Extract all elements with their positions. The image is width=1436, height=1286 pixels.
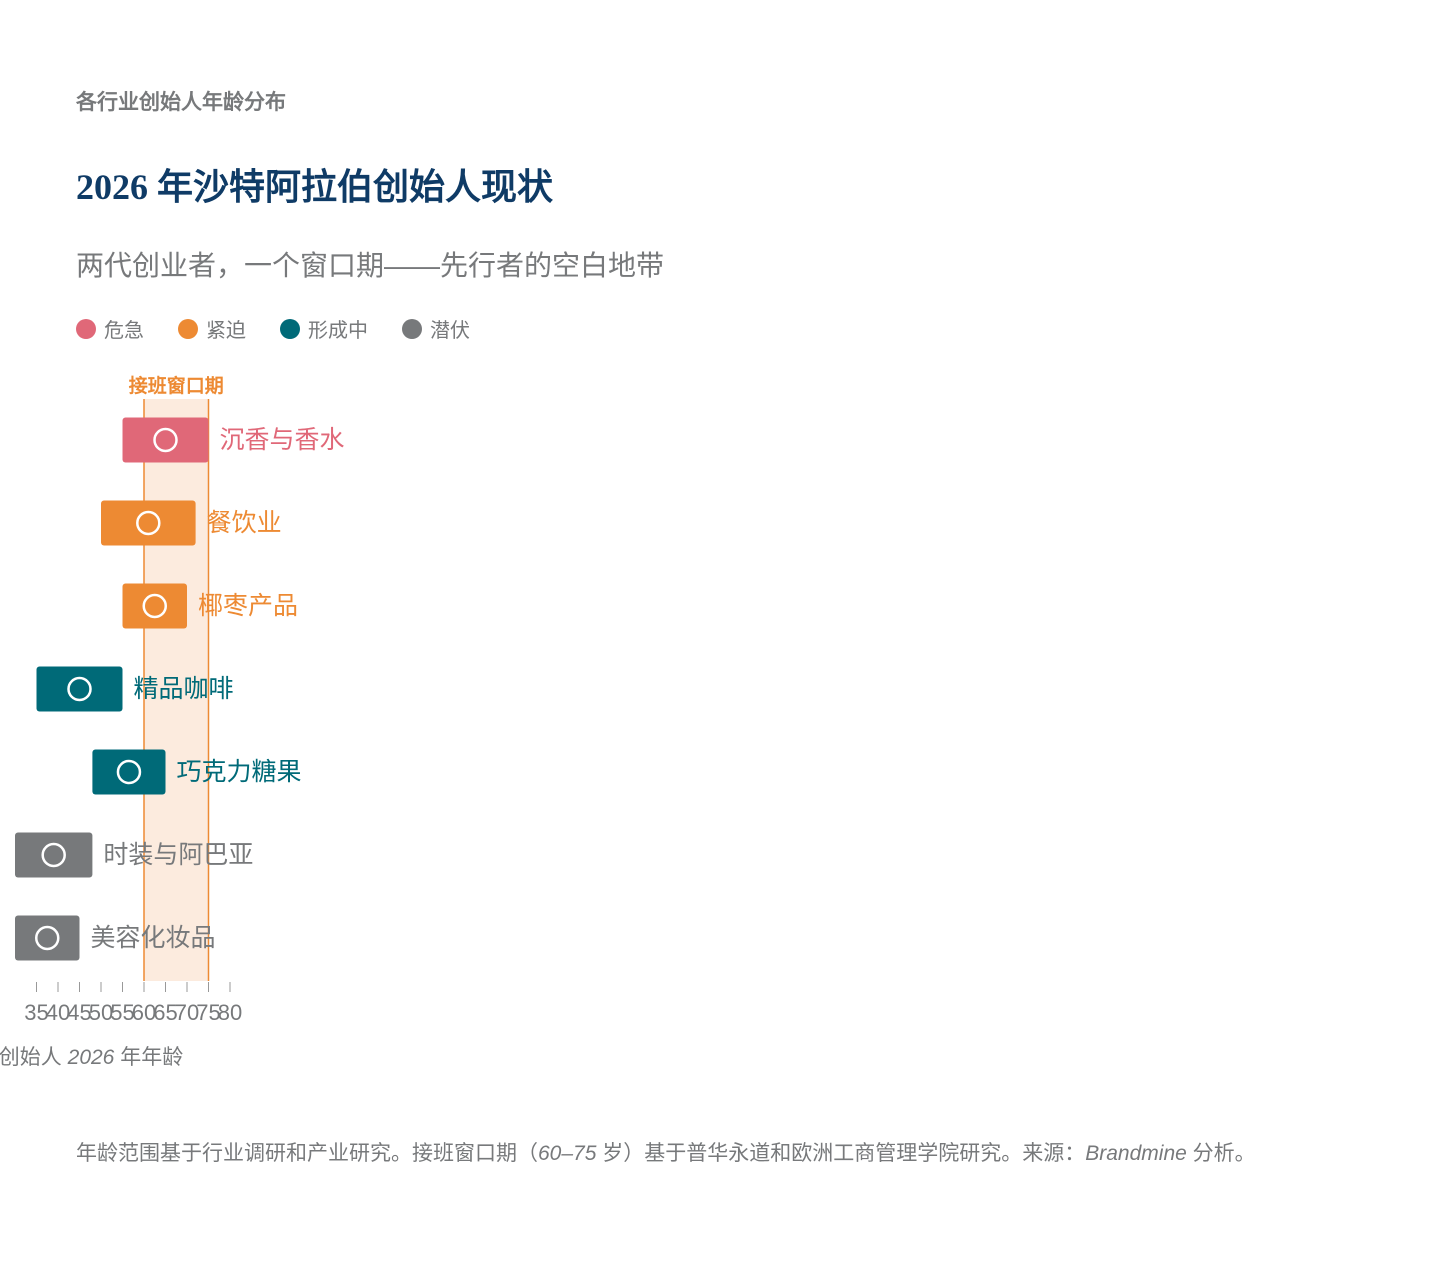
x-axis-label-year: 2026 — [67, 1046, 115, 1069]
range-bar — [15, 915, 80, 961]
x-tick-label: 55 — [110, 1000, 134, 1025]
x-tick-label: 60 — [132, 1000, 156, 1025]
window-label: 接班窗口期 — [129, 374, 224, 397]
footnote: 年龄范围基于行业调研和产业研究。接班窗口期（60–75 岁）基于普华永道和欧洲工… — [76, 1138, 1366, 1170]
footnote-text: 岁）基于普华永道和欧洲工商管理学院研究。来源： — [596, 1142, 1086, 1165]
median-marker — [35, 925, 60, 951]
bar-label: 巧克力糖果 — [177, 758, 302, 786]
x-tick-label: 70 — [175, 1000, 199, 1025]
legend-item-forming: 形成中 — [280, 314, 368, 343]
x-axis-label: 创始人 2026 年年龄 — [0, 1046, 183, 1069]
legend-label: 潜伏 — [430, 320, 470, 342]
range-bar — [101, 500, 196, 546]
range-bar — [122, 417, 209, 463]
median-marker — [116, 759, 142, 785]
legend-item-latent: 潜伏 — [402, 314, 470, 343]
footnote-text: 年龄范围基于行业调研和产业研究。接班窗口期（ — [76, 1142, 538, 1165]
median-marker — [153, 427, 178, 453]
x-tick-label: 75 — [196, 1000, 220, 1025]
range-chart: 接班窗口期沉香与香水餐饮业椰枣产品精品咖啡巧克力糖果时装与阿巴亚美容化妆品354… — [0, 374, 345, 1069]
legend-label: 紧迫 — [206, 320, 246, 342]
x-axis-label-part: 创始人 — [0, 1046, 68, 1069]
bar-label: 椰枣产品 — [198, 592, 298, 620]
x-tick-label: 65 — [153, 1000, 177, 1025]
window-band — [144, 399, 209, 981]
range-bar — [36, 666, 123, 712]
footnote-text: 分析。 — [1186, 1142, 1256, 1165]
legend-swatch — [402, 318, 422, 339]
x-tick-label: 80 — [218, 1000, 242, 1025]
footnote-age-range: 60–75 — [538, 1142, 597, 1165]
legend-swatch — [178, 318, 198, 339]
range-bar — [92, 749, 166, 795]
legend-item-critical: 危急 — [76, 314, 144, 343]
footnote-source: Brandmine — [1085, 1142, 1187, 1165]
median-marker — [67, 676, 92, 702]
bar-label: 精品咖啡 — [134, 675, 234, 703]
median-marker — [136, 510, 161, 536]
legend-label: 形成中 — [308, 320, 368, 342]
median-marker — [41, 842, 66, 868]
legend-swatch — [76, 318, 96, 339]
bar-label: 餐饮业 — [207, 509, 282, 537]
x-tick-label: 50 — [89, 1000, 113, 1025]
chart-title: 2026 年沙特阿拉伯创始人现状 — [76, 167, 554, 207]
x-axis-label-part: 年年龄 — [114, 1046, 183, 1069]
chart-subtitle: 两代创业者，一个窗口期——先行者的空白地带 — [76, 250, 665, 281]
chart-eyebrow: 各行业创始人年龄分布 — [76, 91, 286, 114]
range-bar — [122, 583, 187, 629]
legend-swatch — [280, 318, 300, 339]
range-bar — [15, 832, 93, 878]
x-tick-label: 35 — [24, 1000, 48, 1025]
median-marker — [142, 593, 167, 619]
x-tick-label: 45 — [67, 1000, 91, 1025]
bar-label: 时装与阿巴亚 — [103, 841, 253, 869]
legend-label: 危急 — [104, 320, 144, 342]
x-tick-label: 40 — [46, 1000, 70, 1025]
legend: 危急 紧迫 形成中 潜伏 — [76, 314, 504, 343]
bar-label: 美容化妆品 — [91, 924, 216, 952]
bar-label: 沉香与香水 — [220, 426, 345, 454]
legend-item-urgent: 紧迫 — [178, 314, 246, 343]
